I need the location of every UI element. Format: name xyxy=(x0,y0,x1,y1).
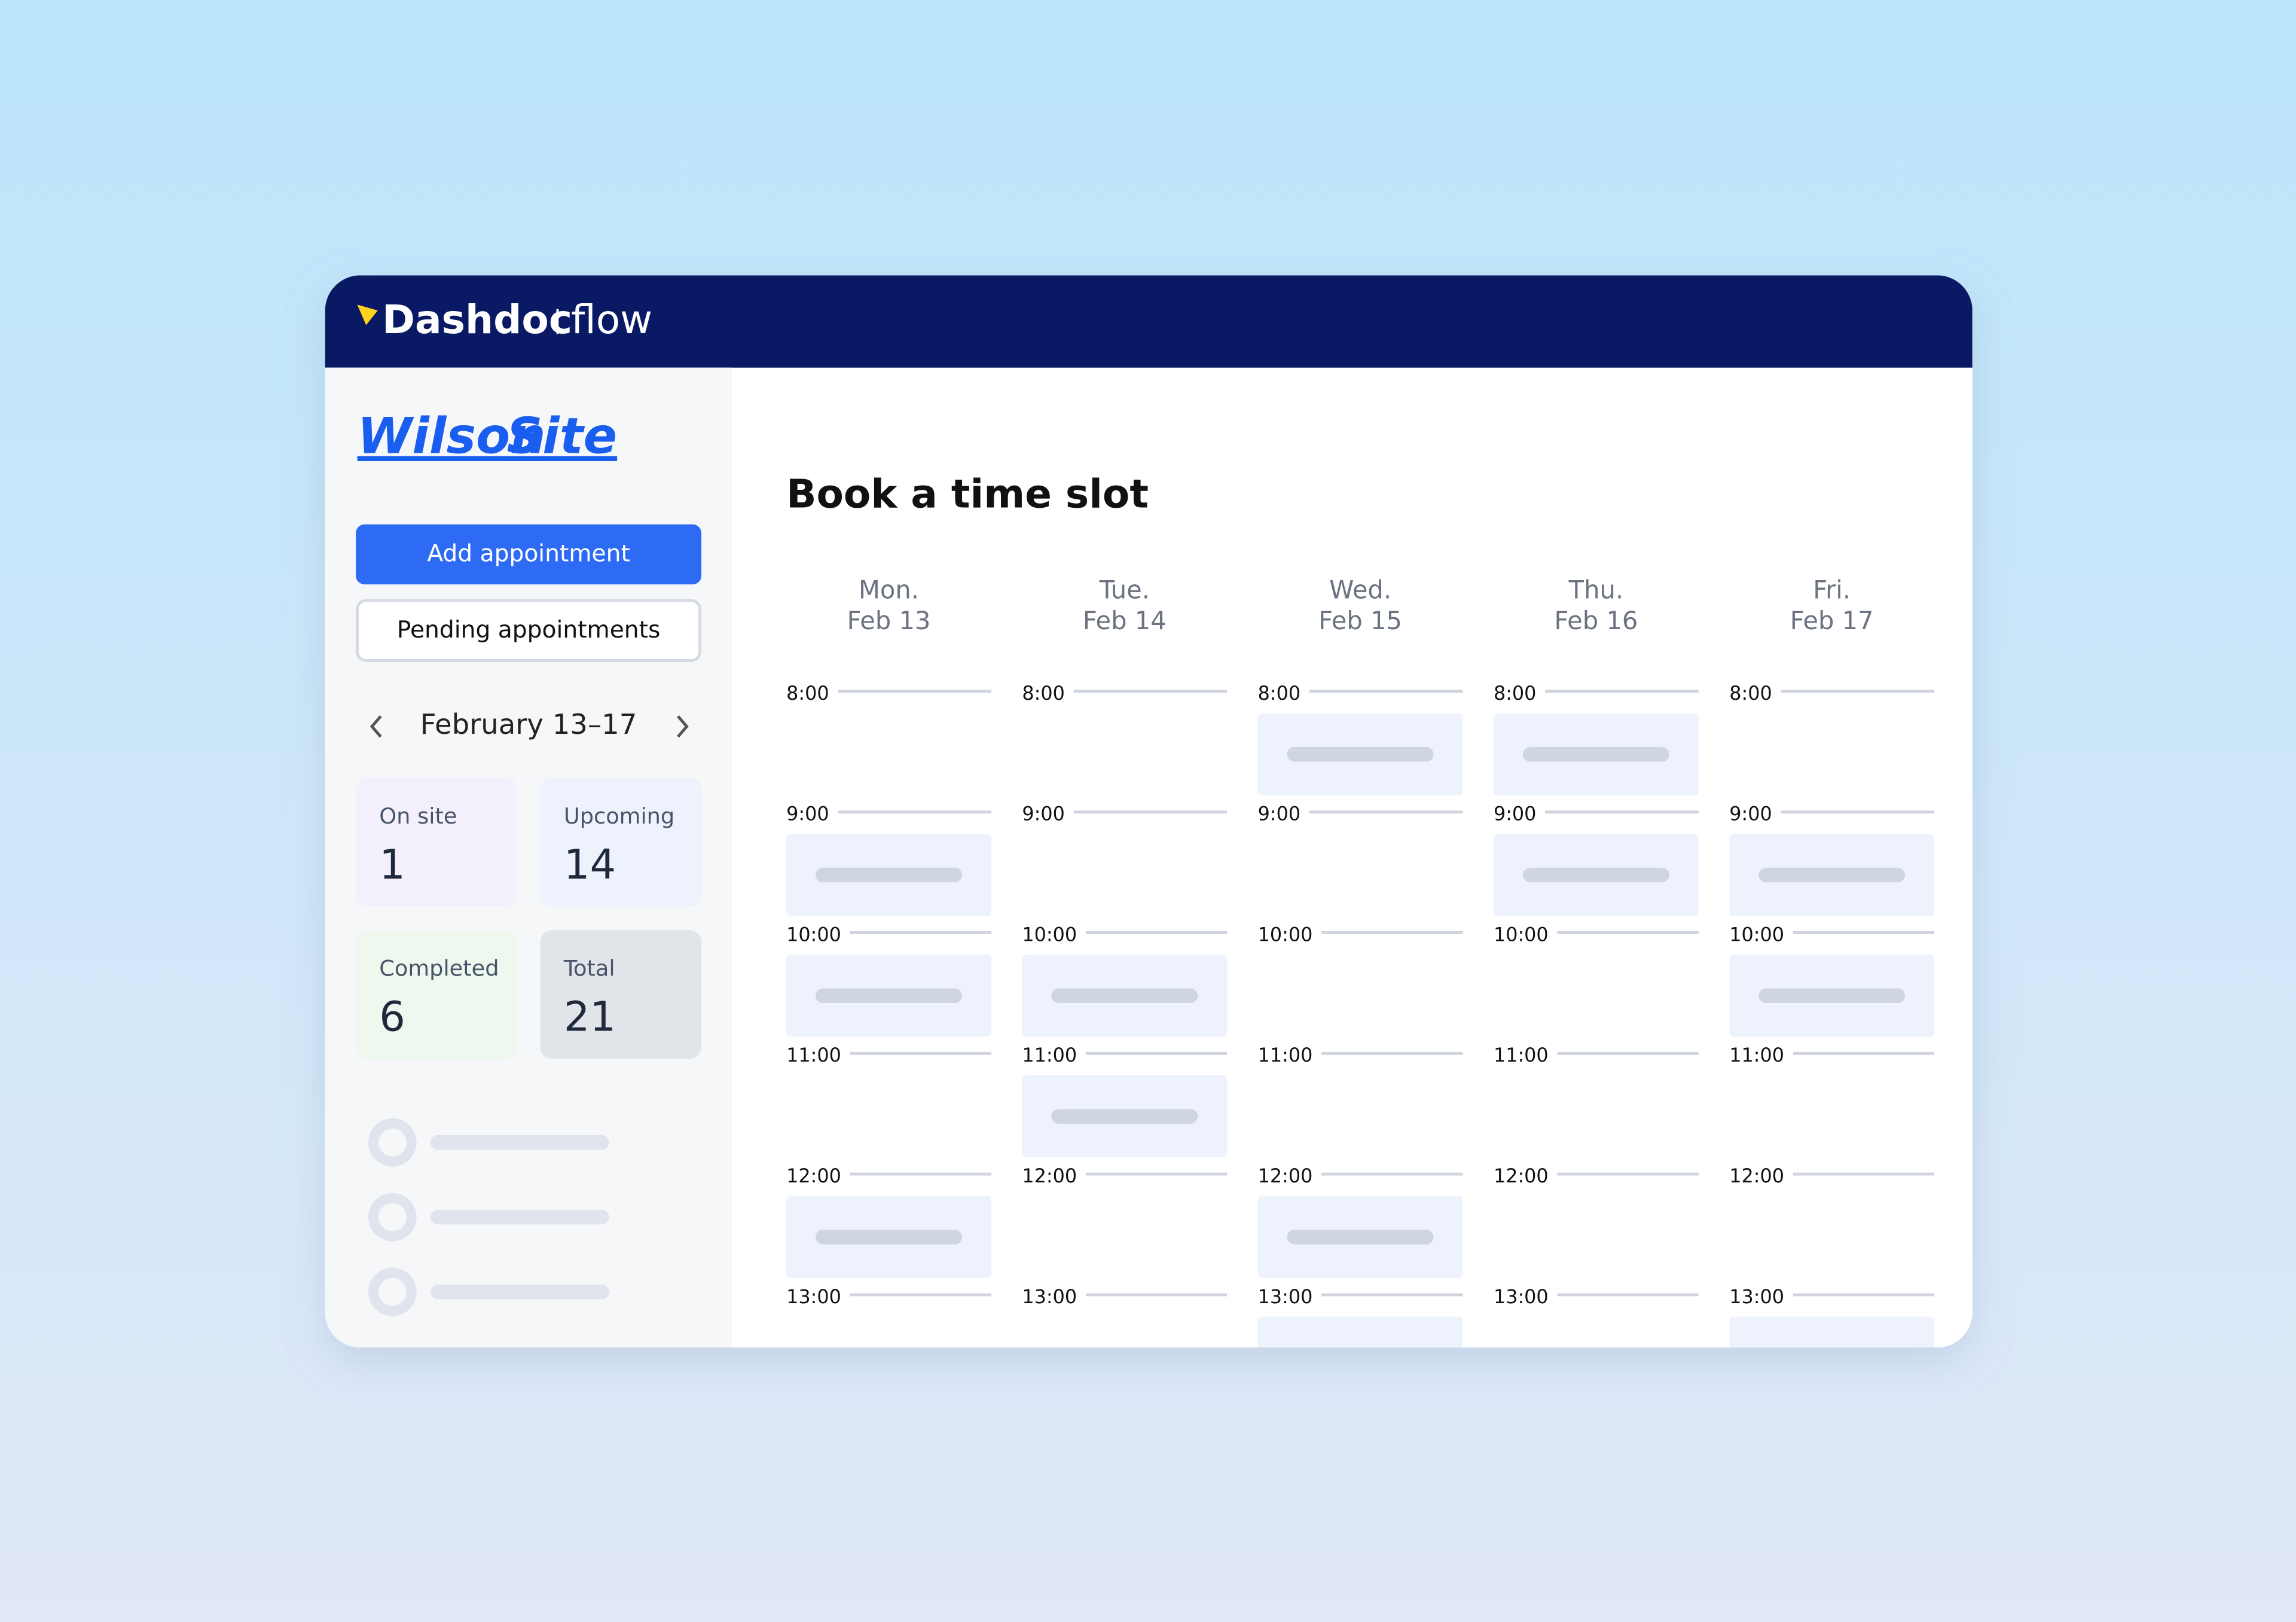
slot-placeholder xyxy=(1758,867,1906,883)
hour-label: 8:00 xyxy=(1729,682,1772,705)
hour-label: 10:00 xyxy=(786,923,841,946)
day-date: Feb 16 xyxy=(1554,606,1638,635)
pending-button-label[interactable]: Pending appointments xyxy=(397,617,661,644)
hour-label: 10:00 xyxy=(1258,923,1313,946)
hour-label: 8:00 xyxy=(1022,682,1064,705)
list-placeholder xyxy=(430,1209,609,1225)
prev-week[interactable] xyxy=(370,715,382,738)
hour-label: 9:00 xyxy=(1022,803,1064,825)
slot-placeholder xyxy=(1287,1230,1434,1245)
day-name: Thu. xyxy=(1568,575,1623,604)
slot-placeholder xyxy=(1522,867,1669,883)
stat-value: 1 xyxy=(379,841,405,889)
hour-label: 13:00 xyxy=(786,1285,841,1308)
day-name: Tue. xyxy=(1099,575,1150,604)
hour-label: 13:00 xyxy=(1258,1285,1313,1308)
hour-label: 9:00 xyxy=(1729,803,1772,825)
slot-placeholder xyxy=(816,867,962,883)
next-week[interactable] xyxy=(677,715,689,738)
slot-placeholder xyxy=(1758,988,1906,1004)
add-button-label[interactable]: Add appointment xyxy=(427,541,630,568)
stat-label: Upcoming xyxy=(564,803,674,829)
day-date: Feb 14 xyxy=(1083,606,1167,635)
day-date: Feb 17 xyxy=(1790,606,1874,635)
day-name: Wed. xyxy=(1329,575,1391,604)
slot-placeholder xyxy=(1522,746,1669,762)
hour-label: 11:00 xyxy=(1022,1044,1077,1066)
hour-label: 11:00 xyxy=(1729,1044,1784,1066)
separator xyxy=(556,309,559,334)
pending-button[interactable] xyxy=(356,599,702,662)
hour-label: 8:00 xyxy=(786,682,829,705)
hour-label: 9:00 xyxy=(1258,803,1300,825)
hour-label: 13:00 xyxy=(1494,1285,1549,1308)
hour-label: 10:00 xyxy=(1494,923,1549,946)
hour-label: 8:00 xyxy=(1494,682,1536,705)
app: Dashdoc flow Wilson Site Add appointment… xyxy=(325,275,1973,1348)
add-button[interactable] xyxy=(356,524,702,585)
hour-label: 10:00 xyxy=(1729,923,1784,946)
product: flow xyxy=(571,297,652,343)
hour-label: 10:00 xyxy=(1022,923,1077,946)
hour-label: 9:00 xyxy=(786,803,829,825)
day-name: Mon. xyxy=(859,575,919,604)
hour-label: 11:00 xyxy=(1494,1044,1549,1066)
booked-slot xyxy=(1257,1316,1463,1348)
list-placeholder xyxy=(430,1284,609,1300)
brand: Dashdoc xyxy=(382,297,572,343)
hour-label: 13:00 xyxy=(1022,1285,1077,1308)
hour-label: 12:00 xyxy=(1729,1164,1784,1187)
site-name: Wilson xyxy=(358,407,546,465)
list-placeholder xyxy=(430,1135,609,1150)
page-title: Book a time slot xyxy=(786,471,1149,517)
stat-label: Total xyxy=(563,956,615,981)
slot-placeholder xyxy=(1287,746,1434,762)
day-date: Feb 15 xyxy=(1318,606,1402,635)
stat-value: 14 xyxy=(564,841,616,889)
hour-label: 12:00 xyxy=(1258,1164,1313,1187)
booked-slot xyxy=(1729,1316,1935,1348)
hour-label: 12:00 xyxy=(786,1164,841,1187)
logo-mark xyxy=(357,304,378,325)
week-label: February 13–17 xyxy=(420,708,637,740)
hour-label: 12:00 xyxy=(1494,1164,1549,1187)
hour-label: 11:00 xyxy=(786,1044,841,1066)
header-bar xyxy=(325,275,1973,368)
list-icon xyxy=(368,1267,417,1316)
day-name: Fri. xyxy=(1813,575,1851,604)
stat-label: On site xyxy=(379,803,457,829)
hour-label: 8:00 xyxy=(1258,682,1300,705)
day-date: Feb 13 xyxy=(847,606,931,635)
stat-tile xyxy=(356,778,517,907)
stat-tile xyxy=(540,778,702,907)
hour-label: 13:00 xyxy=(1729,1285,1784,1308)
stat-label: Completed xyxy=(379,956,499,981)
slot-placeholder xyxy=(816,988,962,1004)
site-name: Site xyxy=(506,407,617,465)
stat-value: 21 xyxy=(564,993,616,1041)
stat-value: 6 xyxy=(379,993,405,1041)
slot-placeholder xyxy=(1051,988,1198,1004)
slot-placeholder xyxy=(816,1230,962,1245)
stat-tile xyxy=(356,930,517,1059)
slot-placeholder xyxy=(1051,1109,1198,1124)
hour-label: 9:00 xyxy=(1494,803,1536,825)
hour-label: 11:00 xyxy=(1258,1044,1313,1066)
list-icon xyxy=(368,1118,417,1167)
list-icon xyxy=(368,1193,417,1242)
stat-tile xyxy=(540,930,702,1059)
hour-label: 12:00 xyxy=(1022,1164,1077,1187)
